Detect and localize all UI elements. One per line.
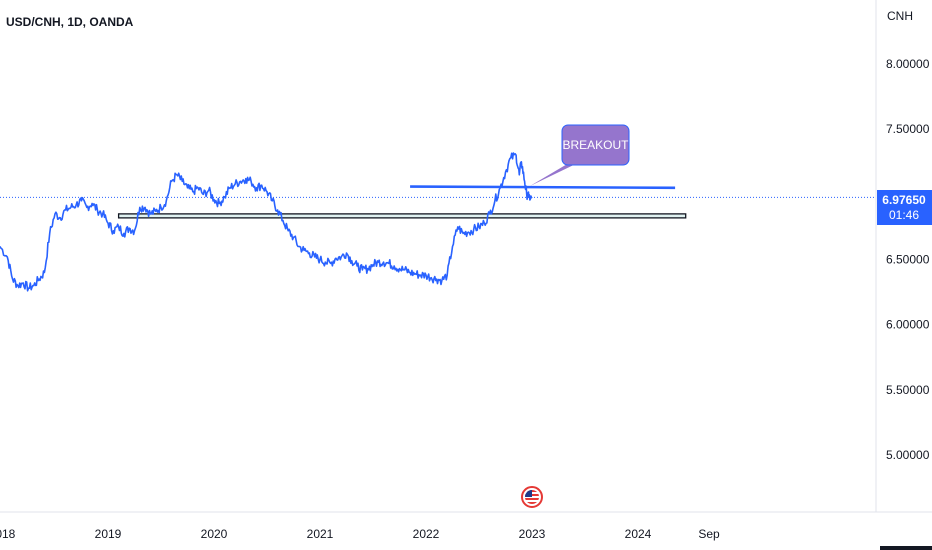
x-tick-label: 2024 [625,527,652,541]
bar-countdown: 01:46 [889,208,919,222]
breakout-trendline[interactable] [410,185,676,190]
y-axis[interactable]: 8.000007.500007.000006.500006.000005.500… [886,57,930,462]
y-tick-label: 5.00000 [886,448,930,462]
x-tick-label: 2022 [413,527,440,541]
last-price-value: 6.97650 [882,193,926,207]
x-tick-label: 2021 [307,527,334,541]
last-price-tag: 6.97650 01:46 [877,190,932,225]
currency-label: CNH [887,9,913,23]
time-scale-handle[interactable] [880,546,932,550]
x-tick-label: 2018 [0,527,16,541]
x-tick-label: Sep [698,527,720,541]
y-tick-label: 6.00000 [886,318,930,332]
x-tick-label: 2019 [95,527,122,541]
callout-pointer [530,160,584,186]
callout-text: BREAKOUT [562,138,629,152]
callout-box [561,124,630,166]
y-tick-label: 5.50000 [886,383,930,397]
x-tick-label: 2023 [519,527,546,541]
y-tick-label: 6.50000 [886,253,930,267]
y-tick-label: 7.50000 [886,122,930,136]
y-tick-label: 8.00000 [886,57,930,71]
support-zone-rectangle[interactable] [117,213,687,219]
price-series-line[interactable] [0,152,533,292]
symbol-label: USD/CNH, 1D, OANDA [6,15,134,29]
us-flag-icon[interactable] [521,486,543,508]
x-axis[interactable]: 2018 2019 2020 2021 2022 2023 2024 Sep [0,527,720,541]
x-tick-label: 2020 [201,527,228,541]
breakout-callout[interactable]: BREAKOUT [530,124,630,186]
